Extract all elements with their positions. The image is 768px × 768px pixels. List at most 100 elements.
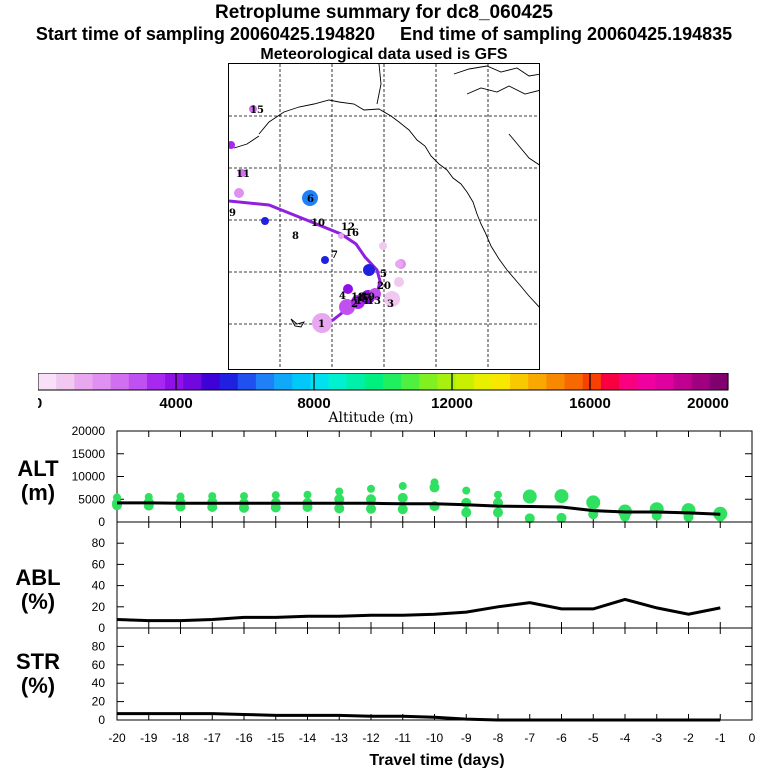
colorbar-axis-label: Altitude (m) bbox=[327, 410, 413, 425]
abl-ylabel: ABL (%) bbox=[15, 565, 61, 614]
y-tick-label: 60 bbox=[92, 557, 106, 571]
colorbar-cell bbox=[491, 373, 511, 390]
altitude-scatter-point bbox=[462, 486, 471, 495]
sampling-times: Start time of sampling 20060425.194820 E… bbox=[0, 24, 768, 45]
colorbar-cell bbox=[564, 373, 584, 390]
colorbar-cell bbox=[419, 373, 439, 390]
day-label: 8 bbox=[292, 231, 299, 242]
colorbar-cell bbox=[56, 373, 75, 390]
marker-day-2 bbox=[339, 299, 355, 315]
colorbar-cell bbox=[92, 373, 112, 390]
altitude-scatter-point bbox=[620, 511, 630, 522]
altitude-scatter-point bbox=[429, 482, 440, 493]
altitude-scatter-point bbox=[335, 487, 344, 496]
colorbar-cells bbox=[38, 373, 729, 390]
x-tick-label: -8 bbox=[493, 731, 504, 745]
altitude-scatter-point bbox=[554, 489, 569, 504]
colorbar-cell bbox=[183, 373, 203, 390]
altitude-scatter-point bbox=[586, 495, 601, 510]
marker-day-7 bbox=[384, 291, 400, 307]
colorbar-cell bbox=[310, 373, 330, 390]
colorbar-cell bbox=[292, 373, 311, 390]
map-gridlines bbox=[229, 64, 539, 369]
colorbar-cell bbox=[346, 373, 366, 390]
altitude-scatter-point bbox=[556, 512, 567, 523]
end-time-label: End time of sampling 20060425.194835 bbox=[400, 24, 733, 44]
altitude-scatter-point bbox=[494, 490, 502, 499]
altitude-scatter-point bbox=[240, 492, 248, 501]
marker-day-12 bbox=[261, 217, 269, 225]
altitude-scatter-point bbox=[334, 494, 345, 505]
colorbar-tick-label: 16000 bbox=[569, 395, 611, 412]
marker-day-6 bbox=[363, 264, 375, 276]
altitude-scatter-point bbox=[334, 503, 345, 514]
colorbar-cell bbox=[546, 373, 566, 390]
y-tick-label: 80 bbox=[92, 639, 106, 653]
altitude-colorbar: 0 4000 8000 12000 16000 20000 Altitude (… bbox=[38, 373, 729, 425]
colorbar-cell bbox=[582, 373, 602, 390]
x-tick-label: -10 bbox=[426, 731, 444, 745]
colorbar-cell bbox=[655, 373, 675, 390]
x-tick-label: -11 bbox=[395, 731, 412, 745]
series-line bbox=[116, 597, 721, 623]
start-time-label: Start time of sampling 20060425.194820 bbox=[35, 24, 375, 44]
altitude-scatter-point bbox=[461, 507, 472, 518]
day-label: 11 bbox=[236, 169, 250, 180]
day-label: 17 bbox=[357, 293, 371, 304]
met-data-label: Meteorological data used is GFS bbox=[260, 46, 508, 63]
altitude-scatter-point bbox=[271, 491, 280, 500]
day-label: 7 bbox=[331, 250, 338, 261]
colorbar-cell bbox=[528, 373, 548, 390]
colorbar-cell bbox=[110, 373, 130, 390]
trajectory-day-labels: 1 2 3 4 5 6 7 8 9 10 11 12 13 14 15 16 1… bbox=[229, 105, 394, 330]
altitude-scatter-point bbox=[493, 507, 503, 518]
trajectory-map: 1 2 3 4 5 6 7 8 9 10 11 12 13 14 15 16 1… bbox=[228, 63, 540, 370]
colorbar-cell bbox=[383, 373, 402, 390]
marker-day-14 bbox=[234, 188, 244, 198]
map-canvas: 1 2 3 4 5 6 7 8 9 10 11 12 13 14 15 16 1… bbox=[229, 64, 539, 369]
y-tick-label: 20000 bbox=[72, 426, 106, 438]
x-tick-label: -6 bbox=[556, 731, 567, 745]
day-label: 19 bbox=[361, 292, 375, 303]
y-tick-label: 0 bbox=[98, 713, 105, 727]
altitude-scatter-point bbox=[397, 492, 408, 503]
x-tick-label: -15 bbox=[267, 731, 285, 745]
colorbar-cell bbox=[128, 373, 148, 390]
colorbar-cell bbox=[673, 373, 693, 390]
day-label: 18 bbox=[351, 292, 365, 303]
marker-day-5 bbox=[369, 288, 381, 300]
colorbar-cell bbox=[146, 373, 166, 390]
chart-title: Retroplume summary for dc8_060425 bbox=[215, 2, 553, 23]
colorbar-cell bbox=[328, 373, 348, 390]
altitude-scatter-point bbox=[461, 497, 472, 508]
colorbar-cell bbox=[691, 373, 711, 390]
day-label: 10 bbox=[311, 218, 325, 229]
y-tick-label: 20 bbox=[92, 600, 106, 614]
x-axis: -20 -19 -18 -17 -16 -15 -14 -13 -12 -11 -10 -9 -8 -7-… bbox=[108, 731, 755, 745]
x-tick-label: -2 bbox=[683, 731, 694, 745]
marker-day-18 bbox=[379, 242, 387, 250]
altitude-scatter-point bbox=[303, 490, 312, 499]
colorbar-cell bbox=[274, 373, 293, 390]
series-line bbox=[117, 501, 721, 516]
colorbar-tick-label: 0 bbox=[38, 395, 42, 412]
colorbar-cell bbox=[637, 373, 656, 390]
colorbar-tick-label: 4000 bbox=[159, 395, 192, 412]
marker-day-8 bbox=[343, 284, 353, 294]
x-tick-label: -1 bbox=[715, 731, 726, 745]
day-label: 5 bbox=[380, 269, 387, 280]
day-label: 4 bbox=[339, 291, 346, 302]
colorbar-cell bbox=[473, 373, 493, 390]
altitude-scatter-point bbox=[367, 484, 375, 493]
colorbar-cell bbox=[364, 373, 384, 390]
x-tick-label: 0 bbox=[749, 731, 756, 745]
x-tick-label: -9 bbox=[461, 731, 472, 745]
colorbar-cell bbox=[510, 373, 529, 390]
x-tick-label: -12 bbox=[362, 731, 380, 745]
panel-frame bbox=[116, 521, 753, 629]
marker-day-17 bbox=[229, 141, 235, 149]
day-label: 16 bbox=[345, 228, 359, 239]
colorbar-cell bbox=[165, 373, 184, 390]
day-label: 12 bbox=[341, 222, 355, 233]
colorbar-tick-label: 12000 bbox=[431, 395, 473, 412]
